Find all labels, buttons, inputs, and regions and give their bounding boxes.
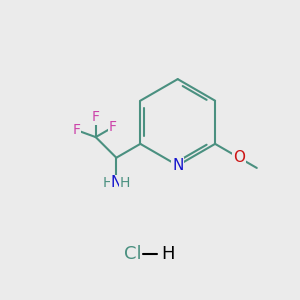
Text: H: H <box>119 176 130 190</box>
Text: N: N <box>111 175 122 190</box>
Text: H: H <box>161 244 174 262</box>
Text: F: F <box>73 123 81 137</box>
Text: F: F <box>109 120 117 134</box>
Text: O: O <box>233 150 245 165</box>
Text: Cl: Cl <box>124 244 141 262</box>
Text: F: F <box>92 110 100 124</box>
Text: N: N <box>172 158 183 173</box>
Text: H: H <box>103 176 113 190</box>
